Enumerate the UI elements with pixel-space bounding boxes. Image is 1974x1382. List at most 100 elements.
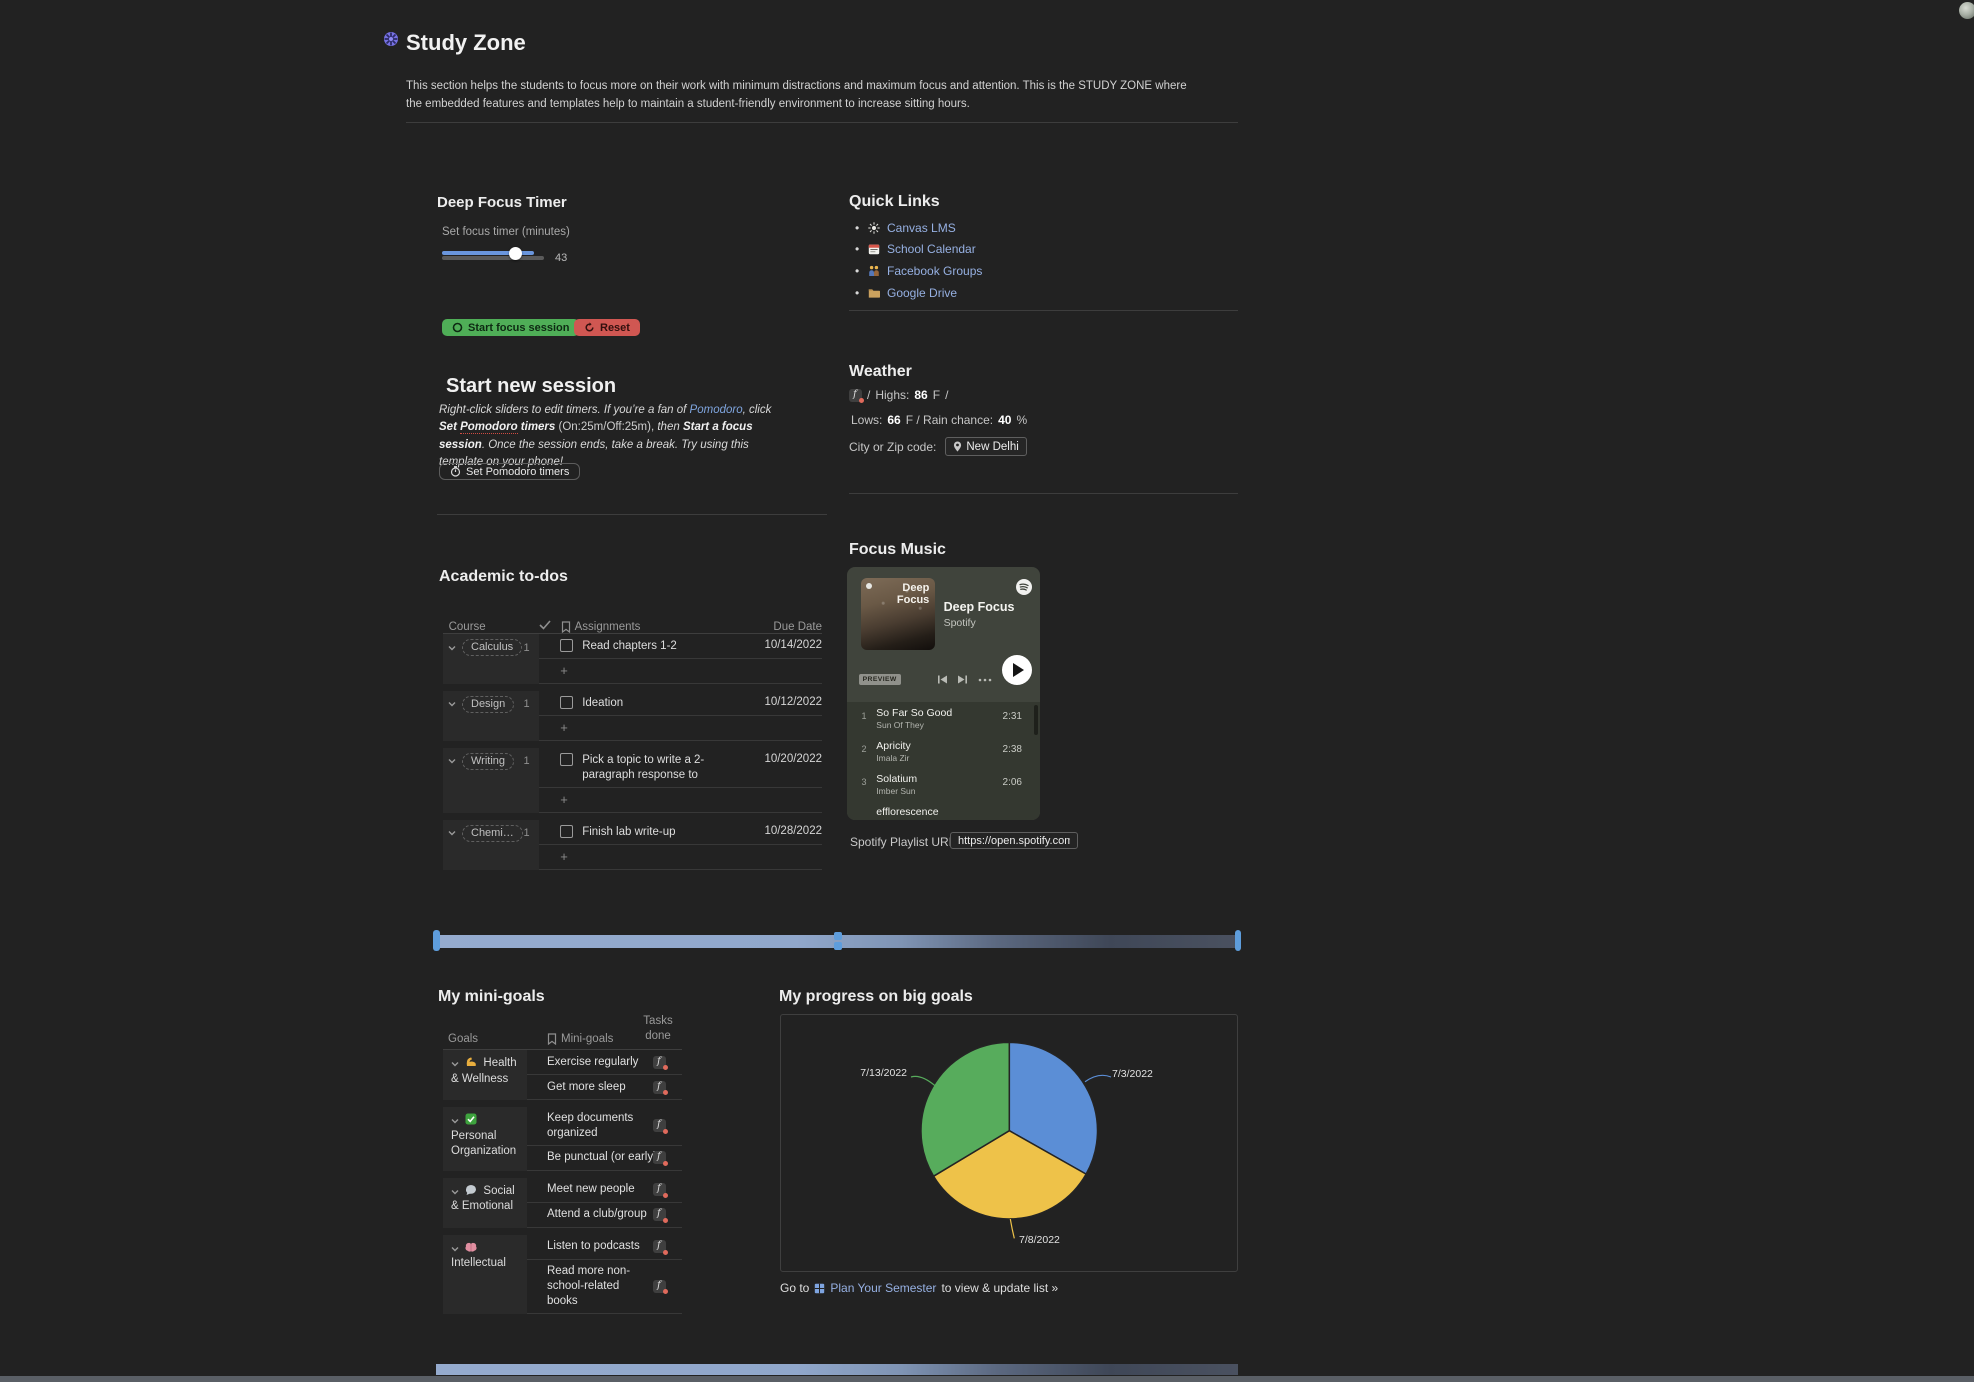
- goal-cell[interactable]: Intellectual: [443, 1234, 527, 1314]
- track-list[interactable]: 1 So Far So Good Sun Of They 2:31 2 Apri…: [847, 701, 1041, 820]
- formula-icon[interactable]: [653, 1119, 668, 1134]
- mini-goal-row[interactable]: Get more sleep: [527, 1075, 682, 1100]
- assignment-text: Finish lab write-up: [582, 825, 676, 838]
- course-cell[interactable]: Writing 1: [443, 747, 539, 813]
- slider-track[interactable]: [442, 256, 544, 260]
- assignment-row[interactable]: Pick a topic to write a 2-paragraph resp…: [538, 748, 822, 788]
- pie-slice-green[interactable]: [920, 1041, 1011, 1178]
- formula-icon[interactable]: [653, 1055, 668, 1070]
- assignment-row[interactable]: Ideation 10/12/2022: [538, 691, 822, 716]
- tracklist-scrollbar[interactable]: [1033, 704, 1038, 735]
- focus-timer-slider[interactable]: [442, 246, 572, 265]
- resize-handle-middle-top[interactable]: [833, 931, 842, 940]
- user-avatar[interactable]: [1959, 2, 1974, 19]
- column-header-course[interactable]: Course: [448, 621, 486, 633]
- add-row-button[interactable]: +: [538, 659, 822, 684]
- course-cell[interactable]: Chemistry 1: [443, 819, 539, 870]
- add-row-button[interactable]: +: [538, 716, 822, 741]
- goal-cell[interactable]: Personal Organization: [443, 1107, 527, 1171]
- formula-icon[interactable]: [653, 1183, 668, 1198]
- start-focus-session-button[interactable]: Start focus session: [442, 319, 580, 336]
- course-cell[interactable]: Design 1: [443, 690, 539, 741]
- chevron-down-icon[interactable]: [451, 1246, 459, 1252]
- mini-goal-row[interactable]: Read more non-school-related books: [527, 1260, 682, 1314]
- quick-link-label[interactable]: Google Drive: [887, 285, 958, 300]
- quick-link-label[interactable]: Canvas LMS: [887, 220, 956, 235]
- quick-link-label[interactable]: Facebook Groups: [887, 263, 983, 278]
- pomodoro-link[interactable]: Pomodoro: [689, 404, 743, 416]
- course-pill[interactable]: Calculus: [462, 639, 523, 656]
- todo-checkbox[interactable]: [560, 639, 574, 652]
- playlist-url-input[interactable]: https://open.spotify.com: [950, 832, 1078, 849]
- set-pomodoro-timers-button[interactable]: Set Pomodoro timers: [439, 463, 581, 480]
- chevron-down-icon[interactable]: [451, 1061, 459, 1067]
- track-row[interactable]: 3 Solatium Imber Sun 2:06: [847, 768, 1040, 801]
- chevron-down-icon[interactable]: [451, 1118, 459, 1124]
- assignment-row[interactable]: Read chapters 1-2 10/14/2022: [538, 634, 822, 659]
- pie-slice-yellow[interactable]: [932, 1129, 1088, 1220]
- chevron-down-icon[interactable]: [448, 701, 456, 707]
- mini-goal-row[interactable]: Exercise regularly: [527, 1050, 682, 1075]
- quick-link-facebook-groups[interactable]: • Facebook Groups: [855, 260, 982, 282]
- mini-goal-row[interactable]: Attend a club/group: [527, 1203, 682, 1228]
- mini-goal-row[interactable]: Be punctual (or early): [527, 1146, 682, 1171]
- formula-icon[interactable]: [653, 1151, 668, 1166]
- mini-goal-row[interactable]: Keep documents organized: [527, 1107, 682, 1146]
- chevron-down-icon[interactable]: [448, 645, 456, 651]
- quick-link-canvas-lms[interactable]: • Canvas LMS: [855, 217, 982, 239]
- pie-slice-blue[interactable]: [1008, 1041, 1099, 1176]
- playlist-owner[interactable]: Spotify: [943, 616, 976, 629]
- resize-handle-middle-bottom[interactable]: [833, 941, 842, 950]
- track-row[interactable]: efflorescence: [847, 801, 1040, 820]
- column-header-mini-goals[interactable]: Mini-goals: [527, 1033, 634, 1046]
- city-input[interactable]: New Delhi: [945, 437, 1027, 456]
- add-row-button[interactable]: +: [538, 788, 822, 813]
- formula-icon[interactable]: [653, 1208, 668, 1223]
- goal-cell[interactable]: Social & Emotional: [443, 1177, 527, 1228]
- column-header-goals[interactable]: Goals: [448, 1033, 479, 1045]
- track-row[interactable]: 1 So Far So Good Sun Of They 2:31: [847, 702, 1040, 735]
- todo-checkbox[interactable]: [560, 752, 574, 766]
- reset-button[interactable]: Reset: [574, 319, 640, 336]
- chevron-down-icon[interactable]: [448, 758, 456, 764]
- column-header-tasks-done[interactable]: Tasks done: [643, 1014, 673, 1043]
- more-options-icon[interactable]: [978, 678, 992, 682]
- spotify-logo-icon[interactable]: [1016, 578, 1032, 595]
- track-duration: 2:31: [1002, 710, 1022, 722]
- page-icon-flower[interactable]: [384, 32, 398, 46]
- add-row-button[interactable]: +: [538, 845, 822, 870]
- slider-thumb[interactable]: [509, 246, 522, 260]
- chevron-down-icon[interactable]: [451, 1189, 459, 1195]
- resize-handle-right[interactable]: [1234, 930, 1241, 951]
- column-header-due-date[interactable]: Due Date: [773, 621, 822, 633]
- course-cell[interactable]: Calculus 1: [443, 634, 539, 684]
- course-pill[interactable]: Design: [462, 695, 515, 713]
- mini-goal-row[interactable]: Meet new people: [527, 1178, 682, 1203]
- spotify-embed[interactable]: Deep Focus Deep Focus Spotify PREVIEW: [847, 566, 1041, 820]
- column-header-assignments[interactable]: Assignments: [561, 621, 752, 634]
- quick-link-label[interactable]: School Calendar: [887, 242, 976, 257]
- mini-goal-row[interactable]: Listen to podcasts: [527, 1235, 682, 1260]
- check-column-icon[interactable]: [539, 620, 561, 633]
- formula-icon[interactable]: [653, 1240, 668, 1255]
- skip-forward-icon[interactable]: [957, 674, 968, 685]
- skip-back-icon[interactable]: [937, 674, 948, 685]
- gradient-divider-image[interactable]: [436, 934, 1238, 948]
- gradient-divider-image-bottom[interactable]: [436, 1364, 1238, 1375]
- formula-icon[interactable]: [653, 1279, 668, 1295]
- plan-your-semester-link[interactable]: Plan Your Semester: [830, 1281, 937, 1295]
- track-row[interactable]: 2 Apricity Imala Zir 2:38: [847, 735, 1040, 768]
- quick-link-school-calendar[interactable]: • School Calendar: [855, 239, 982, 261]
- quick-link-google-drive[interactable]: • Google Drive: [855, 282, 982, 304]
- goal-cell[interactable]: Health & Wellness: [443, 1050, 527, 1100]
- chevron-down-icon[interactable]: [448, 830, 456, 836]
- assignment-row[interactable]: Finish lab write-up 10/28/2022: [538, 820, 822, 845]
- course-pill[interactable]: Chemistry: [462, 824, 524, 842]
- todo-checkbox[interactable]: [560, 695, 574, 709]
- formula-icon[interactable]: [653, 1080, 668, 1095]
- play-button[interactable]: [1002, 654, 1032, 685]
- resize-handle-left[interactable]: [433, 930, 440, 951]
- course-pill[interactable]: Writing: [462, 752, 515, 770]
- playlist-title[interactable]: Deep Focus: [943, 599, 1015, 614]
- todo-checkbox[interactable]: [560, 824, 574, 838]
